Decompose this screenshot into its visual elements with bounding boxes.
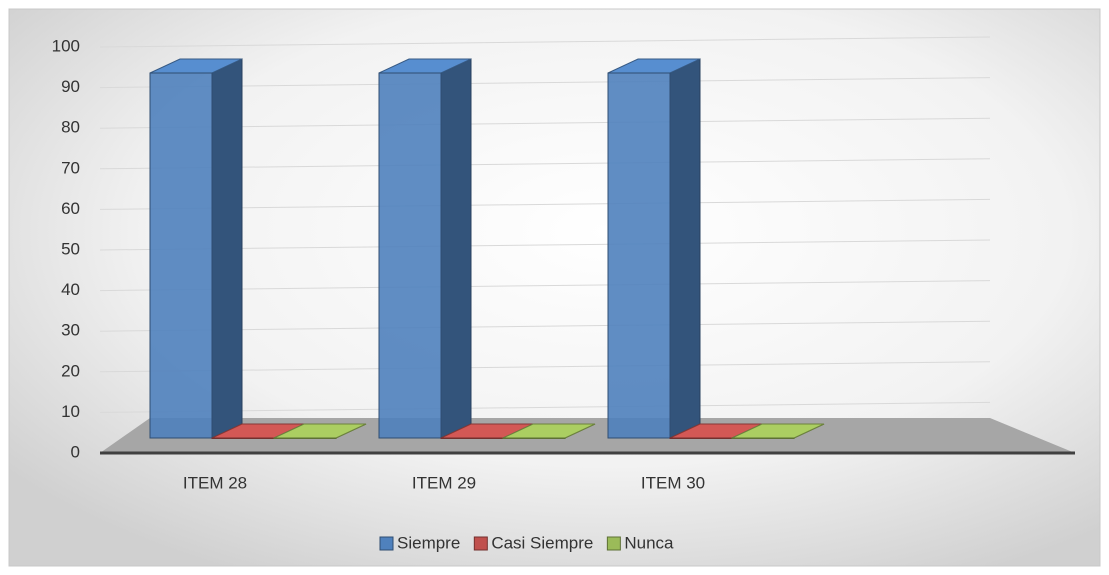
bar-front	[149, 72, 213, 439]
bar	[502, 423, 596, 439]
bar	[607, 58, 701, 439]
y-tick-label: 30	[61, 321, 80, 340]
bar	[731, 423, 825, 439]
bar	[378, 58, 472, 439]
bar-front	[211, 437, 275, 439]
bar-front	[731, 437, 795, 439]
grid-line	[99, 361, 991, 373]
x-tick-label: ITEM 29	[412, 473, 476, 492]
bar-side	[669, 58, 701, 439]
bar-front	[502, 437, 566, 439]
grid-line	[99, 36, 991, 48]
bar-front	[273, 437, 337, 439]
bar	[273, 423, 367, 439]
bar-front	[607, 72, 671, 439]
x-tick-label: ITEM 30	[641, 473, 705, 492]
y-tick-label: 50	[61, 239, 80, 258]
grid-line	[99, 239, 991, 251]
legend-label: Siempre	[397, 533, 460, 552]
grid-line	[99, 401, 991, 413]
grid-line	[99, 320, 991, 332]
legend-label: Nunca	[624, 533, 674, 552]
grid-line	[99, 77, 991, 89]
bar	[149, 58, 243, 439]
bar-front	[378, 72, 442, 439]
x-tick-label: ITEM 28	[183, 473, 247, 492]
y-tick-label: 100	[52, 36, 80, 55]
legend-swatch	[379, 536, 394, 551]
y-tick-label: 80	[61, 118, 80, 137]
y-tick-label: 90	[61, 77, 80, 96]
grid-line	[99, 198, 991, 210]
bar-side	[440, 58, 472, 439]
legend-swatch	[606, 536, 621, 551]
y-tick-label: 70	[61, 158, 80, 177]
grid-line	[99, 158, 991, 170]
legend-label: Casi Siempre	[491, 533, 593, 552]
y-tick-label: 0	[71, 442, 80, 461]
y-tick-label: 40	[61, 280, 80, 299]
grid-line	[99, 117, 991, 129]
y-tick-label: 20	[61, 361, 80, 380]
y-tick-label: 10	[61, 402, 80, 421]
bar-side	[211, 58, 243, 439]
grid-line	[99, 280, 991, 292]
y-tick-label: 60	[61, 199, 80, 218]
bar-front	[440, 437, 504, 439]
bar-front	[669, 437, 733, 439]
legend-swatch	[473, 536, 488, 551]
